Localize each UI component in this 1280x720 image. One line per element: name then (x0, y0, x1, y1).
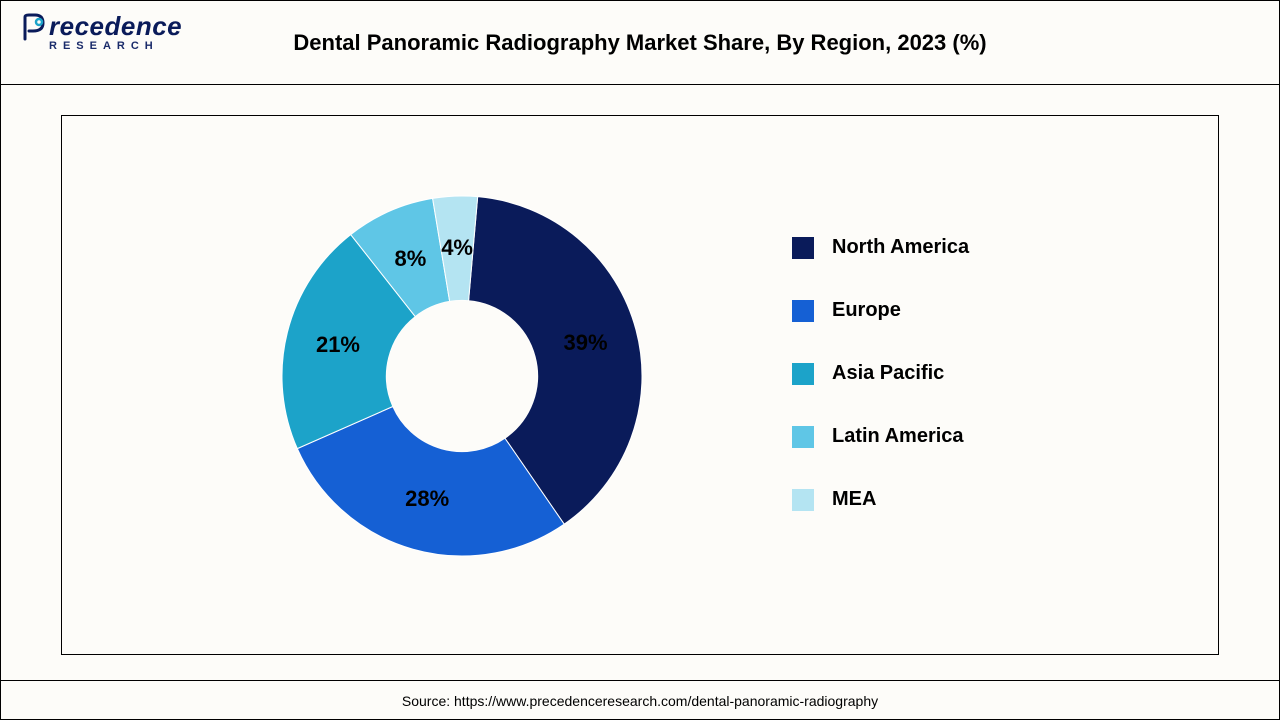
logo-text-top: recedence (49, 11, 182, 42)
logo-wordmark: recedence (19, 11, 199, 42)
legend-item: North America (792, 236, 969, 259)
legend-label: North America (832, 236, 969, 259)
donut-chart: 39% 28% 21% 8% 4% (262, 176, 662, 576)
logo: recedence RESEARCH (19, 11, 199, 52)
legend-label: Europe (832, 299, 901, 322)
legend-swatch (792, 426, 814, 448)
donut-slice-label: 21% (316, 332, 360, 358)
legend-label: MEA (832, 488, 876, 511)
legend-swatch (792, 300, 814, 322)
legend-label: Latin America (832, 425, 964, 448)
legend-item: MEA (792, 488, 969, 511)
legend-swatch (792, 363, 814, 385)
legend-item: Latin America (792, 425, 969, 448)
logo-p-icon (19, 13, 47, 41)
chart-body: 39% 28% 21% 8% 4% North America Europe Asia Pa… (1, 85, 1279, 681)
donut-slice-label: 28% (405, 486, 449, 512)
header-bar: recedence RESEARCH Dental Panoramic Radi… (1, 1, 1279, 85)
legend-item: Asia Pacific (792, 362, 969, 385)
legend: North America Europe Asia Pacific Latin Ame… (792, 236, 969, 551)
legend-label: Asia Pacific (832, 362, 944, 385)
chart-container: recedence RESEARCH Dental Panoramic Radi… (0, 0, 1280, 720)
legend-swatch (792, 237, 814, 259)
chart-inner-frame: 39% 28% 21% 8% 4% North America Europe Asia Pa… (61, 115, 1219, 655)
legend-swatch (792, 489, 814, 511)
donut-slice-label: 8% (395, 246, 427, 272)
legend-item: Europe (792, 299, 969, 322)
donut-slice-label: 39% (564, 330, 608, 356)
source-citation: Source: https://www.precedenceresearch.c… (1, 693, 1279, 709)
donut-slice-label: 4% (441, 235, 473, 261)
